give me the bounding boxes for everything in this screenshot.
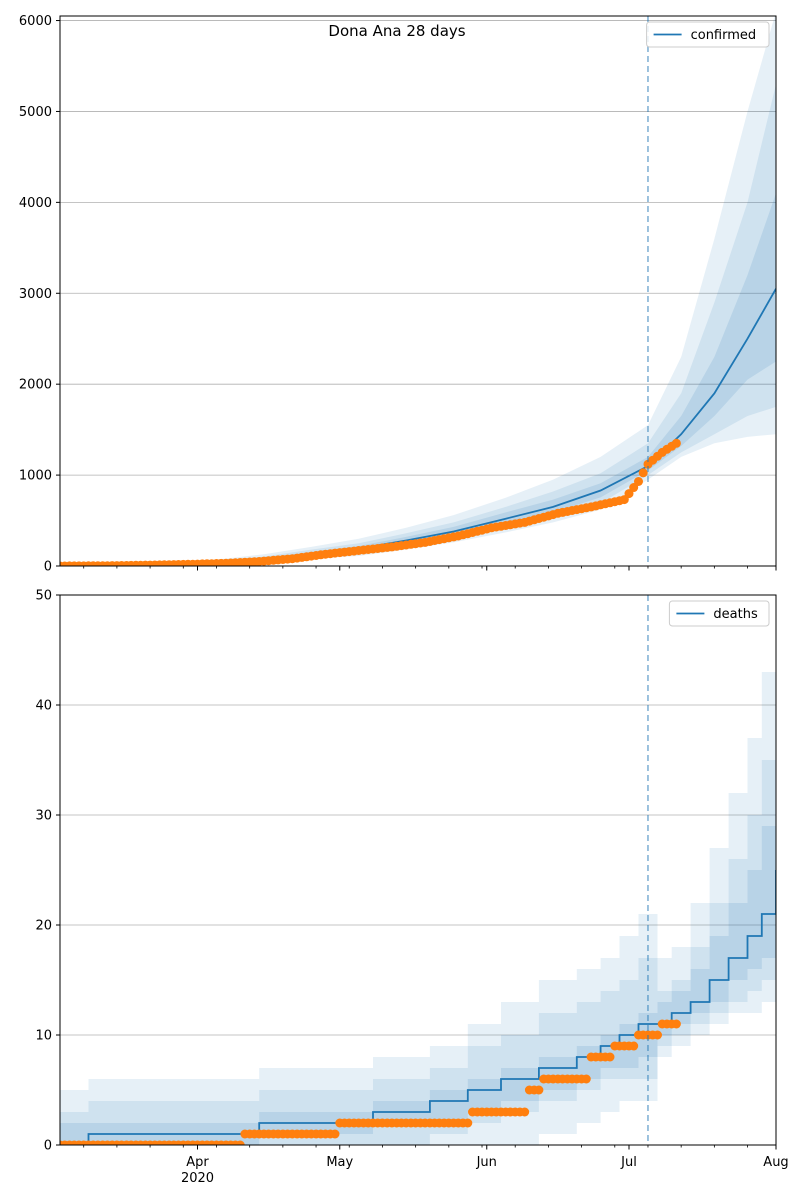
y-tick-label: 4000 [19,196,52,211]
confidence-band-1 [60,84,776,566]
observed-point [605,1052,615,1062]
legend: confirmed [646,21,770,48]
observed-point [520,1107,530,1117]
y-tick-label: 0 [44,1139,52,1154]
legend-box [646,21,770,48]
y-tick-label: 50 [35,589,52,604]
y-tick-label: 0 [44,560,52,575]
observed-point [629,1041,639,1051]
y-tick-label: 2000 [19,378,52,393]
observed-point [235,1140,245,1145]
y-tick-label: 3000 [19,287,52,302]
x-tick-label: Apr [186,1155,209,1170]
observed-point [534,1085,544,1095]
observed-point [463,1118,473,1128]
x-tick-label: Jul [620,1155,637,1170]
observed-point [638,468,648,478]
chart-title: Dona Ana 28 days [328,22,465,40]
y-tick-label: 20 [35,919,52,934]
legend: deaths [668,600,770,627]
confidence-band-2 [60,193,776,566]
x-tick-label: Aug [763,1155,788,1170]
observed-point [629,483,639,492]
y-tick-label: 6000 [19,14,52,29]
y-tick-label: 10 [35,1029,52,1044]
plot-area-0 [60,16,776,566]
y-tick-label: 40 [35,699,52,714]
legend-label: deaths [713,607,758,622]
observed-point [634,477,643,486]
x-tick-label: May [326,1155,353,1170]
observed-point [671,438,681,448]
y-tick-label: 1000 [19,469,52,484]
confidence-band-0 [60,595,776,1145]
observed-point [330,1129,340,1139]
confidence-band-1 [60,683,776,1145]
plot-area-1 [60,595,776,1145]
observed-point [624,489,634,499]
axes-frame [59,594,777,1146]
observed-point [581,1074,591,1084]
x-tick-label: Jun [476,1155,497,1170]
y-tick-label: 30 [35,809,52,824]
legend-box [668,600,770,627]
observed-point [653,1030,662,1040]
legend-label: confirmed [691,28,757,43]
y-tick-label: 5000 [19,105,52,120]
axes-frame [59,15,777,567]
confidence-band-0 [60,16,776,566]
chart-panel-0: 0 1000 2000 3000 4000 5000 6000 Dona Ana 28 day… [19,14,777,575]
observed-point [671,1019,681,1029]
x-tick-sublabel: 2020 [181,1171,214,1186]
